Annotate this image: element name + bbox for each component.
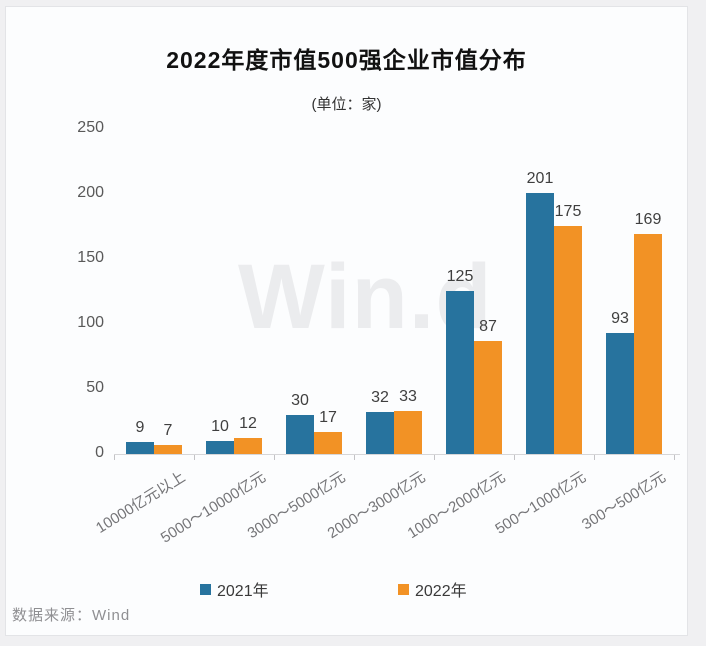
legend-label: 2021年 [217, 583, 269, 600]
x-axis-tick [434, 455, 435, 460]
bar-value-label: 93 [611, 310, 629, 327]
bar-value-label: 125 [446, 268, 474, 285]
bar-2021年-6 [526, 193, 554, 454]
y-axis-tick-label: 200 [77, 184, 104, 201]
x-axis-line [114, 454, 680, 455]
bar-2022年-6 [554, 226, 582, 454]
bar-value-label: 30 [291, 392, 309, 409]
bar-2021年-2 [206, 441, 234, 454]
bar-2022年-2 [234, 438, 262, 454]
bar-value-label: 12 [239, 415, 257, 432]
bar-value-label: 10 [211, 418, 229, 435]
bar-value-label: 17 [319, 409, 337, 426]
bar-2022年-3 [314, 432, 342, 454]
bar-2022年-1 [154, 445, 182, 454]
bar-2022年-4 [394, 411, 422, 454]
bar-2022年-5 [474, 341, 502, 454]
data-source-label: 数据来源：Wind [12, 607, 131, 624]
chart-title: 2022年度市值500强企业市值分布 [166, 47, 527, 73]
x-axis-tick [114, 455, 115, 460]
bar-value-label: 32 [371, 389, 389, 406]
legend-label: 2022年 [415, 583, 467, 600]
bar-value-label: 201 [526, 170, 554, 187]
y-axis-tick-label: 250 [77, 119, 104, 136]
x-axis-tick [594, 455, 595, 460]
x-axis-tick [514, 455, 515, 460]
legend-swatch-icon [200, 583, 211, 595]
bar-2021年-7 [606, 333, 634, 454]
bar-value-label: 175 [554, 203, 582, 220]
bar-2021年-5 [446, 291, 474, 454]
bar-chart-plot-area: 0 50 100 150 200 250 9 7 10000亿元以上 10 12 5000～10000… [6, 7, 689, 637]
x-axis-tick [674, 455, 675, 460]
y-axis-tick-label: 150 [77, 249, 104, 266]
bar-2021年-4 [366, 412, 394, 454]
bar-2021年-1 [126, 442, 154, 454]
y-axis-tick-label: 100 [77, 314, 104, 331]
y-axis-tick-label: 50 [86, 379, 104, 396]
y-axis-tick-label: 0 [95, 444, 104, 461]
x-axis-category-label: 300～500亿元 [578, 468, 669, 534]
x-axis-tick [194, 455, 195, 460]
bar-value-label: 7 [163, 422, 173, 439]
bar-2021年-3 [286, 415, 314, 454]
bar-value-label: 169 [634, 211, 662, 228]
legend-swatch-icon [398, 583, 409, 595]
chart-unit-subtitle: (单位：家) [311, 96, 382, 113]
bar-2022年-7 [634, 234, 662, 454]
bar-value-label: 33 [399, 388, 417, 405]
legend-item-2022年: 2022年 [398, 577, 467, 601]
x-axis-tick [354, 455, 355, 460]
chart-card: 2022年度市值500强企业市值分布 (单位：家) Win.d 0 50 100 15… [5, 6, 688, 636]
x-axis-tick [274, 455, 275, 460]
bar-value-label: 9 [135, 419, 145, 436]
bar-value-label: 87 [479, 318, 497, 335]
legend-item-2021年: 2021年 [200, 577, 269, 601]
